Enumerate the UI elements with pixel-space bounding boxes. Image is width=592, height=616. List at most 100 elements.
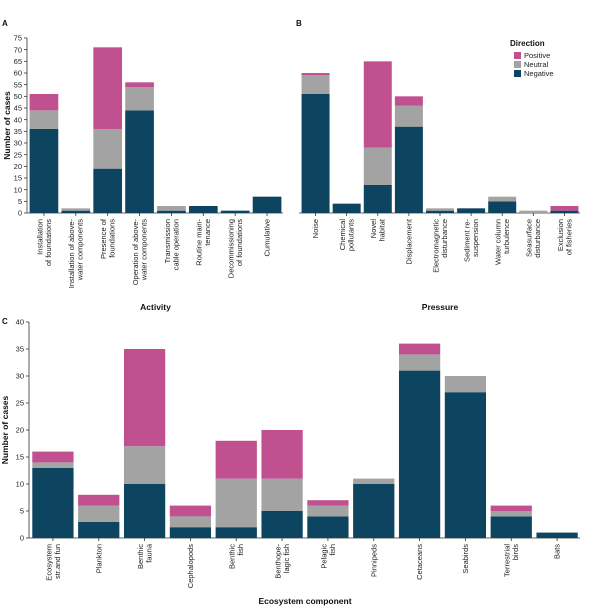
y-tick-label: 35 (16, 345, 24, 354)
x-category-label-line: Novel (369, 219, 378, 239)
bar-segment-negative (215, 527, 257, 538)
panel-b: B Noise Chemicalpollutants Novelhabitat Disp… (296, 19, 580, 312)
x-category-label: Novelhabitat (369, 218, 387, 241)
y-tick-label: 10 (16, 480, 24, 489)
x-category-label-line: Presence of (99, 218, 108, 259)
bar-segment-positive (32, 451, 74, 463)
bar-segment-neutral (29, 110, 59, 129)
x-category-label-line: Noise (311, 219, 320, 238)
x-category-label: Seasurfacedisturbance (525, 219, 543, 258)
y-tick-label: 15 (16, 453, 24, 462)
bar-segment-negative (125, 110, 154, 213)
x-category-label-line: of foundations (44, 219, 53, 266)
x-category-label-line: birds (511, 544, 520, 561)
x-category-label-line: str.and fun (53, 544, 62, 579)
bar-segment-negative (61, 210, 91, 213)
y-tick-label: 20 (14, 162, 22, 171)
bar-segment-negative (220, 210, 250, 213)
bar-segment-negative (252, 196, 282, 213)
bar-segment-neutral (398, 354, 441, 371)
panel-label: A (2, 19, 8, 28)
y-tick-label: 45 (14, 104, 22, 113)
bar-segment-negative (157, 210, 186, 213)
x-category-label: Installationof foundations (35, 219, 53, 266)
x-category-label-line: Plankton (94, 544, 103, 573)
x-category-label: Chemicalpollutants (338, 219, 356, 251)
x-category-label-line: Pinnipeds (369, 544, 378, 577)
bar-segment-positive (301, 73, 330, 76)
x-category-label: Displacement (404, 218, 413, 264)
bar-segment-neutral (215, 478, 257, 528)
legend-swatch-neutral (514, 61, 521, 68)
x-category-label-line: pollutants (347, 219, 356, 251)
bar-segment-neutral (363, 147, 392, 185)
panel-c: C 0 5 10 15 20 25 30 35 40 Number of cases Ecosyste… (0, 317, 580, 606)
bar-segment-negative (188, 206, 218, 213)
bar-segment-positive (261, 430, 303, 479)
x-category-label-line: Seabirds (461, 544, 470, 574)
x-category-label: Benthicfauna (136, 543, 154, 569)
bar-segment-neutral (125, 87, 154, 111)
y-tick-label: 0 (20, 534, 24, 543)
x-category-label-line: of fisheries (564, 219, 573, 256)
x-category-label-line: cable operation (171, 219, 180, 270)
bar-segment-neutral (93, 129, 123, 169)
x-category-label-line: tenance (203, 219, 212, 246)
y-axis-title: Number of cases (0, 395, 10, 464)
bar-segment-negative (394, 126, 423, 213)
bar-segment-positive (398, 343, 441, 355)
x-category-label: Pelagicfish (319, 544, 337, 569)
bar-segment-negative (261, 511, 303, 538)
x-category-label-line: Routine main- (195, 219, 204, 266)
bar-segment-negative (29, 129, 59, 213)
y-tick-label: 65 (14, 57, 22, 66)
bar-segment-positive (394, 96, 423, 106)
bar-segment-positive (215, 440, 257, 479)
x-category-label: Cumulative (263, 219, 272, 257)
bar-segment-neutral (444, 376, 487, 393)
bar-segment-neutral (169, 516, 212, 528)
x-category-label-line: Exclusion (556, 219, 565, 251)
bar-segment-positive (123, 349, 166, 447)
legend-swatch-positive (514, 52, 521, 59)
y-tick-label: 75 (14, 34, 22, 43)
bar-segment-neutral (519, 210, 548, 213)
x-category-label-line: Benthic (228, 544, 237, 569)
bar-segment-neutral (488, 196, 517, 202)
y-tick-label: 20 (16, 426, 24, 435)
bar-segment-neutral (301, 75, 330, 94)
x-category-label-line: fish (236, 544, 245, 556)
x-category-label: Decommissioningof foundations (227, 219, 245, 278)
bar-segment-negative (93, 168, 123, 213)
x-axis-title: Pressure (422, 302, 459, 312)
x-category-label-line: turbulence (502, 219, 511, 254)
bar-segment-positive (93, 47, 123, 130)
x-category-label: Transmissioncable operation (163, 219, 181, 270)
bar-segment-neutral (490, 511, 532, 517)
x-category-label-line: water components (76, 219, 85, 282)
panel-label: C (2, 317, 8, 326)
x-category-label-line: fauna (144, 543, 153, 563)
bar-segment-negative (123, 484, 166, 538)
bar-segment-neutral (426, 208, 454, 211)
bar-segment-negative (550, 210, 579, 213)
bar-segment-neutral (123, 446, 166, 484)
x-category-label: Noise (311, 219, 320, 238)
x-category-label: Cetaceans (415, 544, 424, 580)
y-tick-label: 15 (14, 174, 22, 183)
x-axis-title: Activity (140, 302, 171, 312)
x-category-label: Exclusionof fisheries (556, 219, 574, 256)
legend-swatch-negative (514, 70, 521, 77)
x-category-label: Routine main-tenance (195, 219, 213, 266)
x-category-label-line: Terrestrial (503, 544, 512, 577)
bar-segment-neutral (353, 478, 395, 484)
panel-label: B (296, 19, 302, 28)
x-category-label: Seabirds (461, 544, 470, 574)
x-category-label-line: Cephalopods (186, 544, 195, 588)
y-tick-label: 60 (14, 69, 22, 78)
bar-segment-positive (125, 82, 154, 87)
y-tick-label: 30 (14, 139, 22, 148)
x-category-label-line: of foundations (235, 219, 244, 266)
x-category-label: Cephalopods (186, 544, 195, 588)
x-category-label: Electromagneticdisturbance (431, 219, 449, 273)
